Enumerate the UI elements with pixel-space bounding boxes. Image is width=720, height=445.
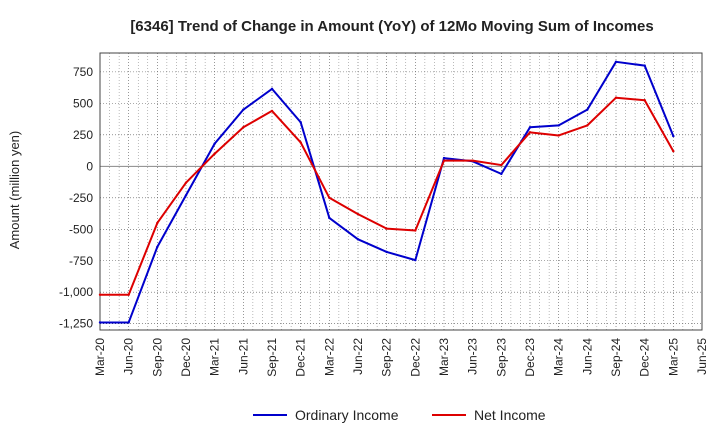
data-point <box>385 227 388 230</box>
y-tick-label: -750 <box>69 254 93 268</box>
data-point <box>98 293 102 296</box>
data-point <box>156 221 159 225</box>
data-point <box>614 60 618 64</box>
x-tick-label: Jun-23 <box>466 338 480 375</box>
data-point <box>586 124 589 127</box>
x-tick-label: Sep-22 <box>380 338 394 377</box>
y-tick-label: 500 <box>73 96 93 110</box>
x-tick-label: Mar-20 <box>93 338 107 376</box>
x-tick-label: Sep-20 <box>150 338 164 377</box>
data-point <box>528 131 532 134</box>
y-tick-label: -1,250 <box>59 317 93 331</box>
x-tick-label: Mar-25 <box>666 338 680 376</box>
x-tick-label: Sep-24 <box>609 338 623 377</box>
data-point <box>184 194 188 197</box>
x-tick-label: Jun-22 <box>351 338 365 375</box>
data-point <box>213 152 216 155</box>
data-point <box>442 159 446 162</box>
data-point <box>414 229 417 232</box>
data-point <box>328 196 331 199</box>
x-tick-label: Dec-23 <box>523 338 537 377</box>
x-tick-label: Dec-20 <box>179 338 193 377</box>
data-point <box>586 108 589 111</box>
x-tick-label: Mar-24 <box>552 338 566 376</box>
x-tick-label: Sep-21 <box>265 338 279 377</box>
data-point <box>328 216 331 220</box>
data-point <box>242 108 245 111</box>
data-point <box>242 126 245 129</box>
data-point <box>643 99 646 102</box>
legend-label: Net Income <box>474 407 546 423</box>
data-point <box>299 141 302 144</box>
y-tick-label: -500 <box>69 222 93 236</box>
plot-area: 750 500 250 0 -250 -500 -750 -1,000 -1,250Mar-20… <box>59 52 709 377</box>
data-point <box>557 134 560 137</box>
data-point <box>500 163 503 167</box>
y-tick-label: 0 <box>86 159 93 173</box>
data-point <box>442 156 446 160</box>
plot-border <box>99 52 703 331</box>
data-point <box>213 142 216 145</box>
data-point <box>356 238 360 241</box>
data-point <box>385 250 388 254</box>
data-point <box>270 109 274 113</box>
y-axis-label: Amount (million yen) <box>7 131 22 250</box>
data-point <box>156 245 159 249</box>
chart-title: [6346] Trend of Change in Amount (YoY) o… <box>130 18 653 35</box>
x-tick-label: Mar-23 <box>437 338 451 376</box>
y-tick-label: -250 <box>69 191 93 205</box>
data-point <box>299 121 302 124</box>
legend-label: Ordinary Income <box>295 407 399 423</box>
y-tick-label: 750 <box>73 65 93 79</box>
x-tick-label: Jun-21 <box>236 338 250 375</box>
x-tick-label: Jun-25 <box>695 338 709 375</box>
data-point <box>500 172 503 176</box>
data-point <box>127 321 130 324</box>
y-tick-label: 250 <box>73 128 93 142</box>
x-tick-label: Dec-22 <box>408 338 422 377</box>
x-tick-label: Jun-24 <box>580 338 594 375</box>
data-point <box>643 64 646 67</box>
data-point <box>471 159 474 162</box>
x-tick-label: Mar-21 <box>208 338 222 376</box>
data-point <box>557 124 560 127</box>
data-point <box>414 258 417 262</box>
x-tick-label: Dec-24 <box>638 338 652 377</box>
x-tick-label: Sep-23 <box>494 338 508 377</box>
plot-background <box>100 53 702 330</box>
data-point <box>184 181 188 184</box>
legend: Ordinary Income Net Income <box>253 407 546 423</box>
data-point <box>356 212 360 216</box>
data-point <box>672 134 675 138</box>
x-tick-label: Dec-21 <box>294 338 308 377</box>
data-point <box>127 293 130 296</box>
data-point <box>672 150 675 153</box>
data-point <box>98 321 102 324</box>
y-tick-label: -1,000 <box>59 285 93 299</box>
data-point <box>614 96 618 99</box>
x-tick-label: Mar-22 <box>322 338 336 376</box>
data-point <box>528 126 532 129</box>
x-tick-label: Jun-20 <box>122 338 136 375</box>
data-point <box>270 87 274 91</box>
